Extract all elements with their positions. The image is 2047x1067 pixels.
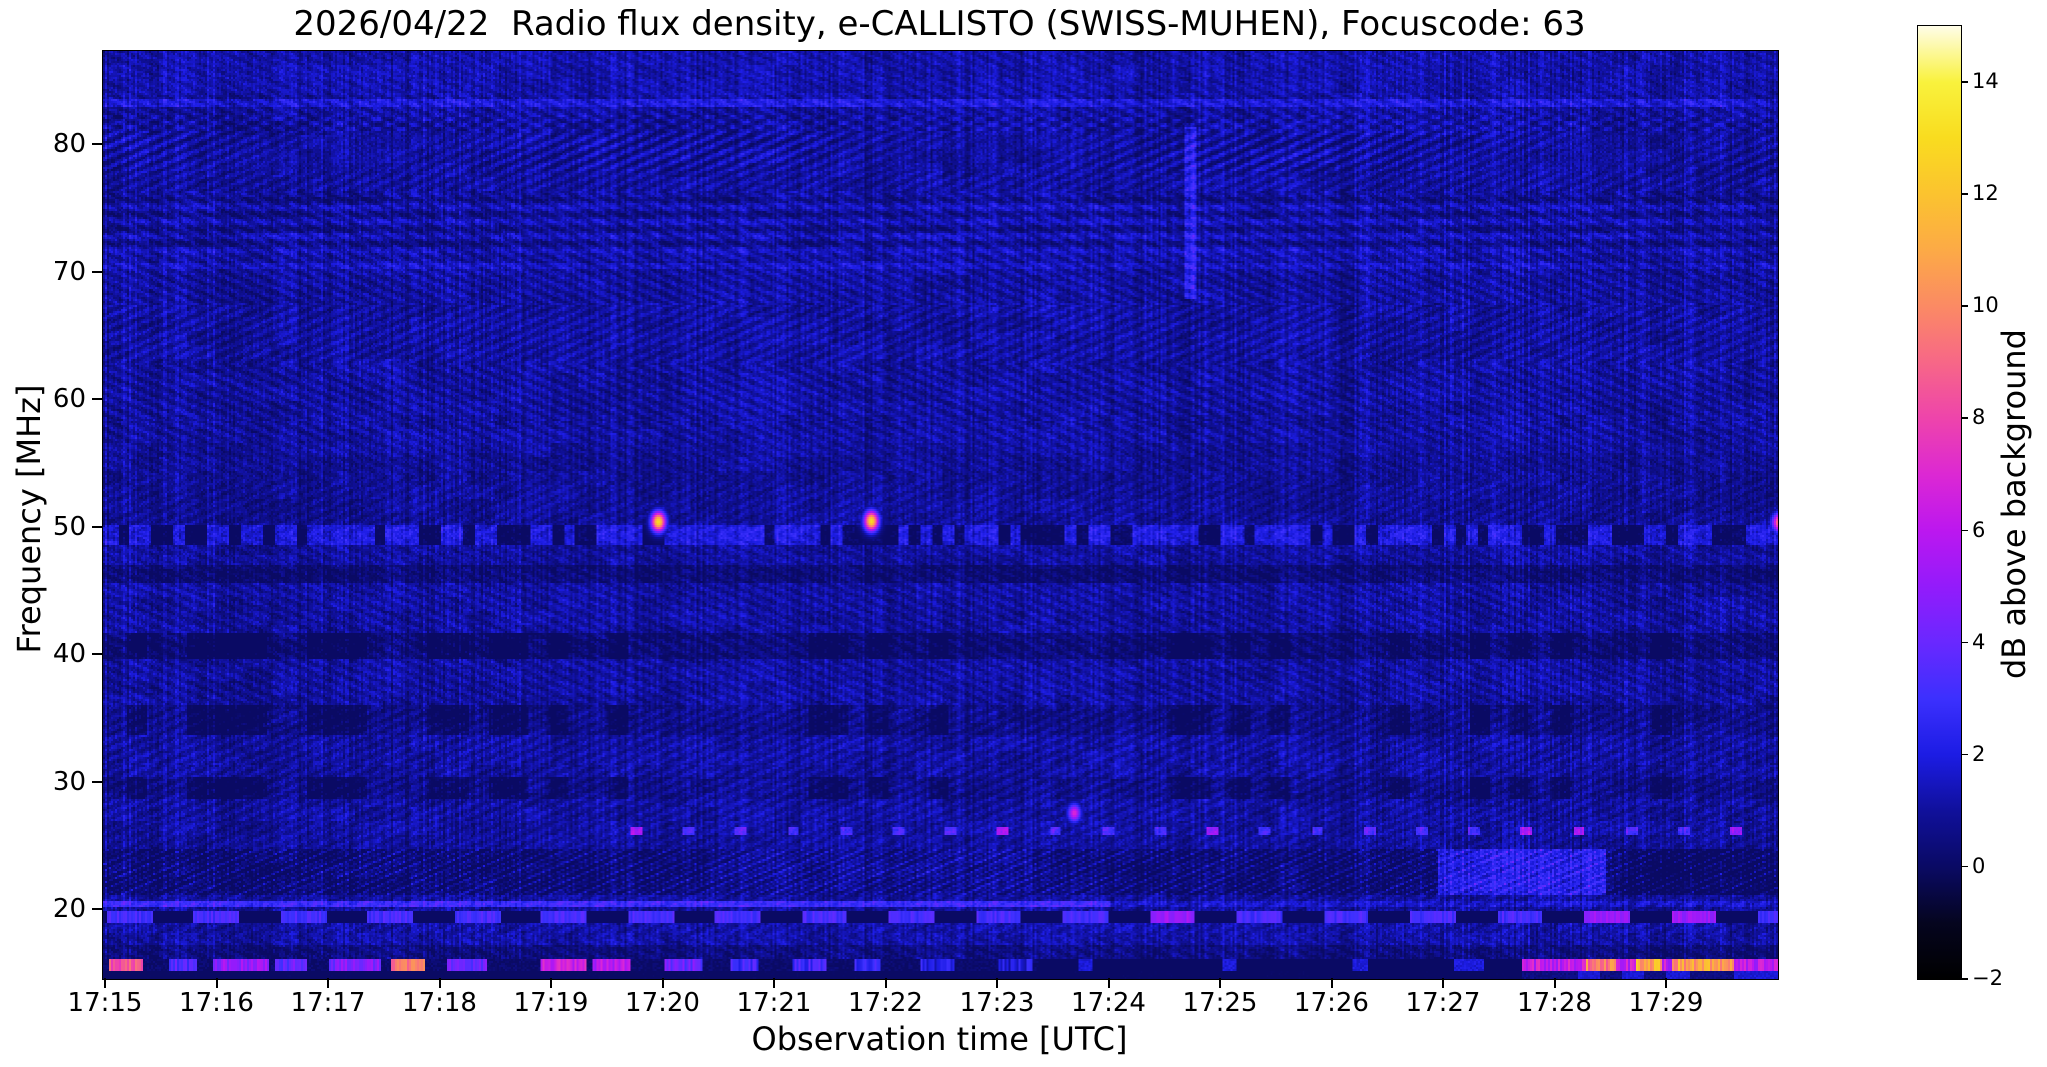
x-tick-label: 17:21 bbox=[736, 988, 812, 1018]
x-tick-label: 17:26 bbox=[1294, 988, 1369, 1018]
colorbar-tick-label: 4 bbox=[1972, 629, 1986, 654]
x-tick-mark bbox=[884, 978, 887, 988]
x-tick-label: 17:18 bbox=[402, 988, 477, 1018]
x-tick-label: 17:29 bbox=[1628, 988, 1704, 1018]
y-tick-label: 30 bbox=[52, 766, 86, 797]
x-tick-label: 17:16 bbox=[179, 988, 254, 1018]
y-tick-mark bbox=[92, 270, 102, 273]
x-tick-mark bbox=[438, 978, 441, 988]
colorbar-title: dB above background bbox=[1995, 329, 2033, 679]
x-tick-label: 17:24 bbox=[1071, 988, 1146, 1018]
y-tick-label: 20 bbox=[52, 894, 86, 925]
colorbar-tick-mark bbox=[1961, 641, 1968, 644]
colorbar-tick-label: 6 bbox=[1972, 517, 1986, 542]
x-tick-mark bbox=[550, 978, 552, 988]
colorbar-tick-label: 10 bbox=[1972, 293, 1999, 318]
colorbar-tick-mark bbox=[1961, 81, 1968, 83]
x-axis-title: Observation time [UTC] bbox=[751, 1020, 1128, 1058]
x-tick-mark bbox=[327, 978, 329, 988]
x-tick-mark bbox=[1665, 978, 1667, 988]
colorbar-tick-label: 0 bbox=[1972, 853, 1986, 878]
x-tick-label: 17:15 bbox=[67, 988, 143, 1018]
x-tick-mark bbox=[996, 978, 998, 988]
colorbar-tick-mark bbox=[1961, 753, 1968, 756]
x-tick-label: 17:25 bbox=[1182, 988, 1258, 1018]
x-tick-mark bbox=[773, 978, 775, 988]
colorbar-tick-label: 2 bbox=[1972, 741, 1986, 766]
y-tick-label: 70 bbox=[52, 256, 86, 287]
x-tick-mark bbox=[1553, 978, 1556, 988]
y-tick-mark bbox=[92, 780, 102, 783]
x-tick-mark bbox=[1107, 978, 1110, 988]
x-tick-label: 17:20 bbox=[625, 988, 700, 1018]
x-tick-mark bbox=[215, 978, 218, 988]
spectrogram-image bbox=[102, 50, 1779, 980]
colorbar-tick-label: 12 bbox=[1972, 181, 1999, 206]
x-tick-mark bbox=[661, 978, 664, 988]
y-tick-label: 50 bbox=[52, 511, 86, 542]
colorbar-tick-label: −2 bbox=[1972, 966, 2003, 990]
colorbar-tick-mark bbox=[1961, 978, 1968, 980]
colorbar-tick-mark bbox=[1961, 865, 1968, 868]
x-tick-label: 17:19 bbox=[513, 988, 589, 1018]
y-tick-mark bbox=[92, 653, 102, 656]
x-tick-mark bbox=[1442, 978, 1444, 988]
x-tick-mark bbox=[1330, 978, 1333, 988]
x-tick-label: 17:22 bbox=[848, 988, 923, 1018]
y-tick-label: 40 bbox=[52, 639, 86, 670]
x-tick-mark bbox=[104, 978, 106, 988]
y-tick-mark bbox=[92, 143, 102, 146]
y-tick-mark bbox=[92, 908, 102, 911]
y-tick-label: 80 bbox=[52, 129, 86, 160]
x-tick-label: 17:17 bbox=[290, 988, 366, 1018]
colorbar bbox=[1917, 25, 1962, 980]
colorbar-tick-label: 8 bbox=[1972, 405, 1986, 430]
x-tick-mark bbox=[1219, 978, 1221, 988]
x-tick-label: 17:27 bbox=[1405, 988, 1481, 1018]
y-tick-label: 60 bbox=[52, 384, 86, 415]
y-axis-title: Frequency [MHz] bbox=[10, 384, 48, 654]
colorbar-tick-mark bbox=[1961, 529, 1968, 532]
colorbar-tick-mark bbox=[1961, 417, 1968, 419]
x-tick-label: 17:28 bbox=[1517, 988, 1592, 1018]
colorbar-tick-mark bbox=[1961, 305, 1968, 307]
colorbar-tick-label: 14 bbox=[1972, 69, 1999, 94]
colorbar-tick-mark bbox=[1961, 193, 1968, 195]
y-tick-mark bbox=[92, 525, 102, 528]
chart-title: 2026/04/22 Radio flux density, e-CALLIST… bbox=[293, 4, 1586, 44]
x-tick-label: 17:23 bbox=[959, 988, 1035, 1018]
y-tick-mark bbox=[92, 398, 102, 401]
